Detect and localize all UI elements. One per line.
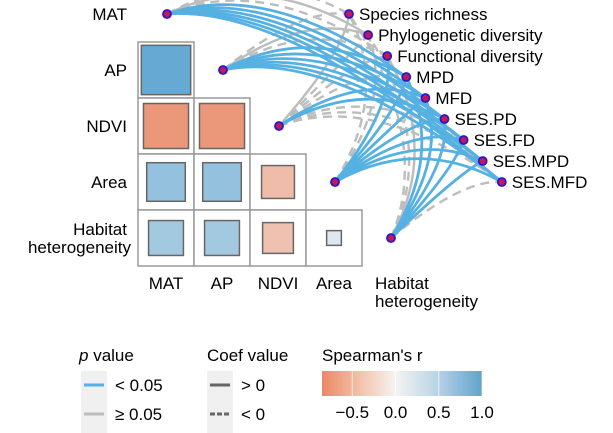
colorbar-tick-label: −0.5	[335, 403, 369, 422]
matrix-cell-habitat-heterogeneity-area	[325, 229, 343, 247]
node-ses-mpd	[477, 156, 488, 166]
node-functional-diversity	[382, 51, 393, 61]
row-label-area: Area	[91, 173, 127, 192]
link-habitat-heterogeneity-ses-pd	[389, 118, 447, 239]
legend-coef-value: Coef value > 0 < 0	[207, 346, 288, 433]
colorbar	[322, 371, 482, 396]
node-habitat-heterogeneity	[386, 233, 396, 243]
target-label-ses-mpd: SES.MPD	[493, 152, 570, 171]
link-habitat-heterogeneity-mpd	[389, 76, 424, 239]
legend-coef-label-negative: < 0	[241, 405, 265, 424]
link-ap-species-richness	[222, 12, 350, 71]
target-label-mpd: MPD	[416, 68, 454, 87]
link-area-mpd	[333, 76, 408, 183]
legend-p-title: p value	[78, 346, 134, 365]
node-phylogenetic-diversity	[363, 30, 374, 40]
link-area-ses-mfd	[334, 157, 503, 184]
legend-p-label-significant: < 0.05	[115, 376, 163, 395]
link-ndvi-ses-pd	[278, 97, 446, 128]
correlation-matrix	[137, 41, 363, 267]
matrix-cell-ap-mat	[140, 44, 192, 96]
link-mat-phylogenetic-diversity	[166, 0, 369, 37]
row-label-ap: AP	[104, 61, 127, 80]
link-ap-ses-fd	[222, 60, 465, 142]
link-area-ses-fd	[334, 135, 464, 184]
row-label-habitat-2: heterogeneity	[28, 238, 132, 257]
link-ndvi-mfd	[278, 87, 426, 128]
link-area-phylogenetic-diversity	[334, 34, 377, 183]
network-links	[166, 0, 503, 240]
col-label-area: Area	[316, 274, 352, 293]
row-label-mat: MAT	[92, 5, 127, 24]
link-habitat-heterogeneity-species-richness	[348, 13, 407, 239]
target-label-ses-mfd: SES.MFD	[512, 173, 588, 192]
link-mat-mfd	[166, 6, 427, 100]
node-ses-pd	[439, 114, 450, 124]
matrix-cell-area-mat	[145, 161, 187, 203]
matrix-cell-area-ap	[201, 161, 243, 203]
target-label-ses-fd: SES.FD	[474, 131, 535, 150]
colorbar-tick-label: 0.5	[427, 403, 451, 422]
node-ses-mfd	[496, 177, 507, 187]
col-label-habitat-1: Habitat	[375, 274, 429, 293]
target-label-ses-pd: SES.PD	[455, 110, 517, 129]
row-label-ndvi: NDVI	[86, 117, 127, 136]
matrix-cell-habitat-heterogeneity-mat	[147, 219, 185, 257]
matrix-cell-frame	[249, 153, 307, 211]
link-mat-functional-diversity	[166, 0, 388, 57]
matrix-cell-habitat-heterogeneity-ap	[203, 219, 241, 257]
colorbar-tick-label: 0.0	[384, 403, 408, 422]
legend-coef-title: Coef value	[207, 346, 288, 365]
legend-colorbar: Spearman's r −0.5 0.0 0.5 1.0	[322, 346, 494, 422]
colorbar-tick-label: 1.0	[470, 403, 494, 422]
node-ap	[218, 65, 228, 75]
matrix-cell-habitat-heterogeneity-ndvi	[261, 221, 295, 255]
link-ap-mpd	[222, 46, 408, 79]
link-habitat-heterogeneity-ses-mfd	[390, 180, 502, 239]
link-ap-mfd	[222, 52, 427, 100]
link-mat-species-richness	[166, 0, 350, 16]
col-label-ap: AP	[211, 274, 234, 293]
matrix-cell-ndvi-mat	[142, 102, 190, 150]
legend-p-value: p value < 0.05 ≥ 0.05	[78, 346, 163, 433]
legend-p-key-bg	[81, 371, 107, 433]
node-area	[330, 177, 340, 187]
target-label-species-richness: Species richness	[359, 5, 488, 24]
col-label-ndvi: NDVI	[258, 274, 299, 293]
link-mat-mpd	[166, 3, 408, 79]
link-area-mfd	[334, 96, 427, 184]
link-area-ses-mpd	[334, 148, 484, 184]
node-species-richness	[344, 9, 354, 19]
node-mat	[162, 9, 172, 19]
matrix-cell-area-ndvi	[260, 164, 296, 200]
col-label-habitat-2: heterogeneity	[375, 292, 479, 311]
target-label-phylogenetic-diversity: Phylogenetic diversity	[378, 26, 543, 45]
legend-coef-label-positive: > 0	[241, 376, 265, 395]
link-area-functional-diversity	[333, 55, 390, 183]
legend-coef-key-bg	[207, 371, 233, 433]
legend-p-label-nonsignificant: ≥ 0.05	[115, 405, 162, 424]
row-label-habitat-1: Habitat	[73, 220, 127, 239]
target-label-functional-diversity: Functional diversity	[397, 47, 543, 66]
link-habitat-heterogeneity-ses-mpd	[390, 159, 484, 240]
network-nodes	[162, 9, 507, 243]
matrix-cell-ndvi-ap	[198, 102, 246, 150]
link-area-ses-pd	[334, 117, 445, 184]
node-mpd	[401, 72, 412, 82]
node-ses-fd	[458, 135, 469, 145]
target-labels: Species richness Phylogenetic diversity Fu…	[359, 5, 587, 192]
link-ap-ses-mpd	[222, 63, 484, 163]
target-label-mfd: MFD	[435, 89, 472, 108]
node-ndvi	[274, 121, 284, 131]
colorbar-title: Spearman's r	[322, 346, 423, 365]
col-label-mat: MAT	[149, 274, 184, 293]
link-habitat-heterogeneity-mfd	[389, 97, 433, 239]
node-mfd	[420, 93, 431, 103]
link-habitat-heterogeneity-ses-fd	[389, 139, 465, 239]
link-ndvi-phylogenetic-diversity	[278, 34, 369, 127]
